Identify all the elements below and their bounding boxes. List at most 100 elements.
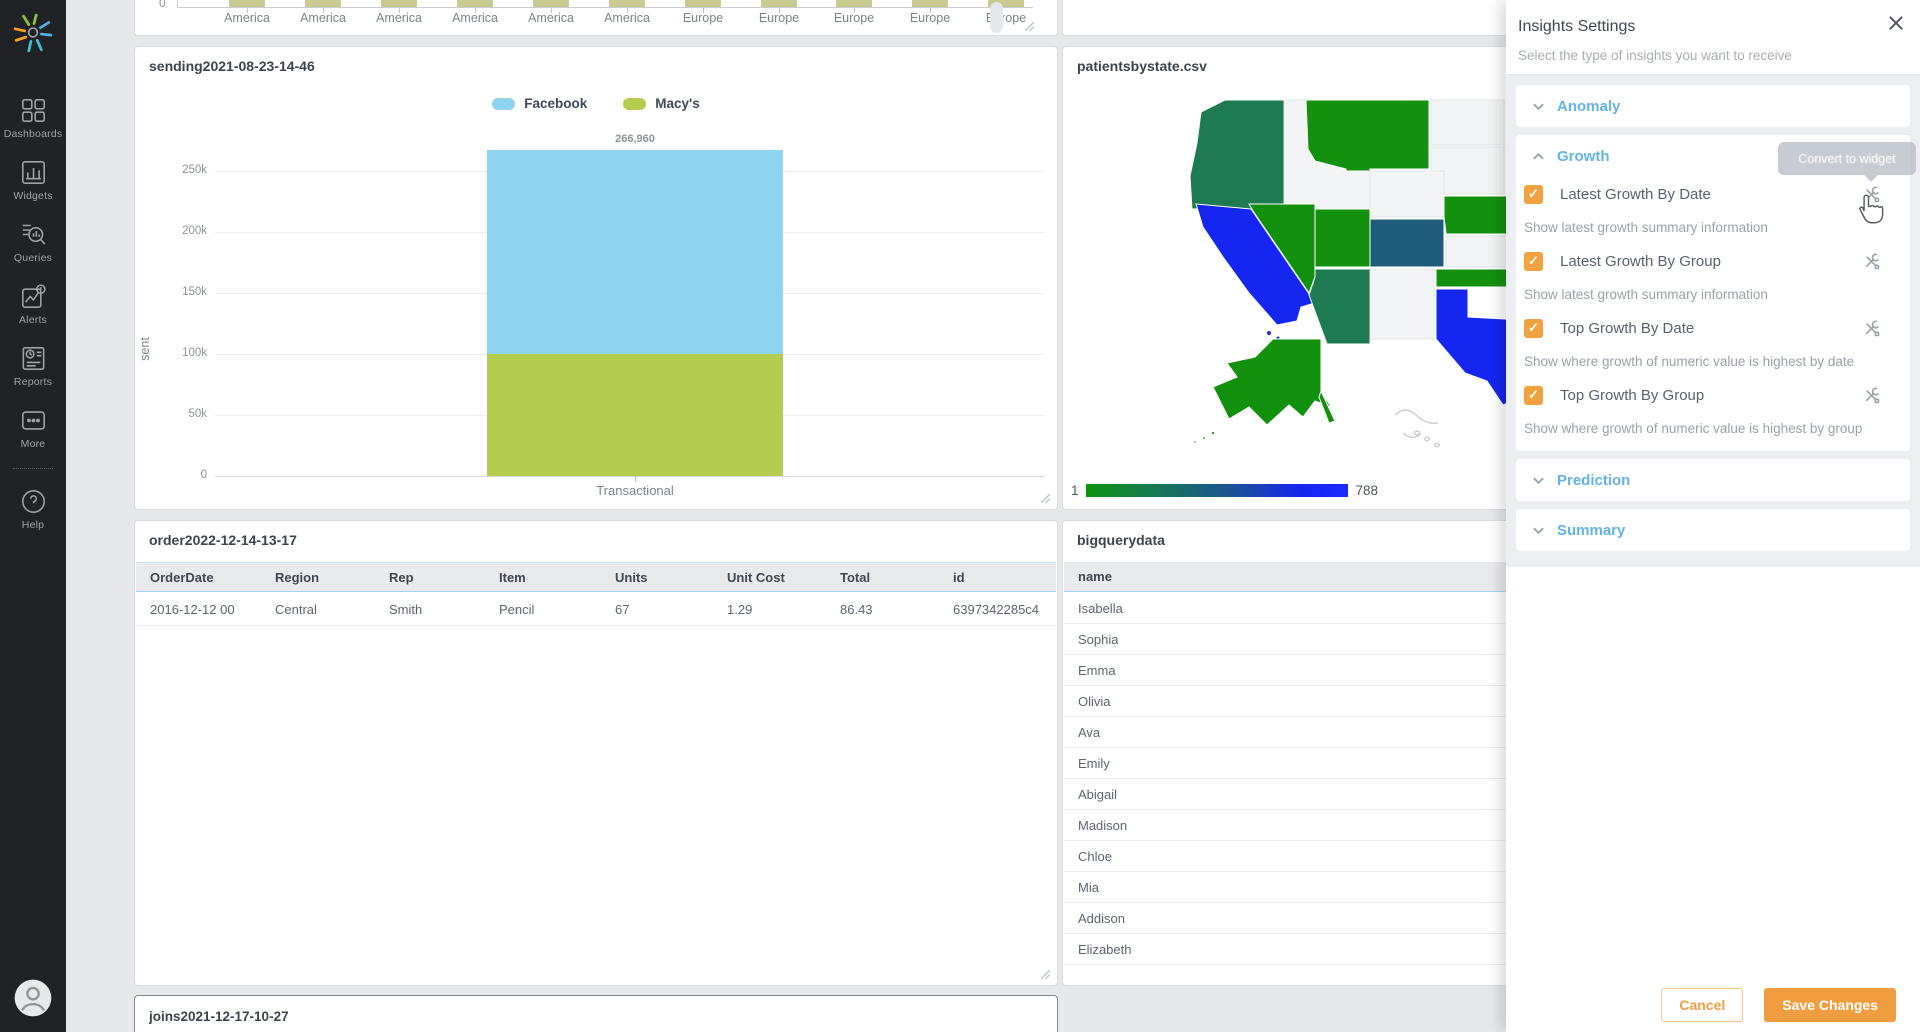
cell-name: Emily xyxy=(1078,755,1110,771)
widget-title: sending2021-08-23-14-46 xyxy=(149,58,315,74)
chevron-up-icon xyxy=(1533,152,1544,159)
tooltip-label: Convert to widget xyxy=(1798,151,1896,166)
checkbox-top-growth-by-group[interactable]: ✓ xyxy=(1524,385,1543,405)
sidebar-item-alerts[interactable]: Alerts xyxy=(0,274,66,336)
hawaii-and-annotation-squiggle xyxy=(1394,409,1440,448)
table-row: Abigail xyxy=(1064,779,1539,810)
bar-segment-facebook[interactable] xyxy=(487,150,783,354)
bar xyxy=(836,0,872,7)
bar xyxy=(609,0,645,7)
alerts-icon xyxy=(21,284,46,308)
checkbox-latest-growth-by-date[interactable]: ✓ xyxy=(1524,184,1543,204)
close-icon[interactable] xyxy=(1887,14,1905,32)
column-header[interactable]: Total xyxy=(840,569,871,585)
table-row: Chloe xyxy=(1064,841,1539,872)
map-color-scale: 1 788 xyxy=(1071,483,1378,498)
widget-title: bigquerydata xyxy=(1077,532,1165,548)
fading-tooltip: Convert to widget xyxy=(1778,142,1916,182)
section-label: Prediction xyxy=(1557,471,1631,489)
cell-name: Isabella xyxy=(1078,600,1123,616)
legend-item-macys[interactable]: Macy's xyxy=(623,96,700,111)
insight-option-label: Top Growth By Date xyxy=(1560,319,1695,337)
sidebar-item-label: Help xyxy=(21,519,45,531)
x-category-label: Transactional xyxy=(596,483,674,498)
sidebar: Dashboards Widgets Queries Alerts xyxy=(0,0,66,1032)
sidebar-item-label: Reports xyxy=(13,376,53,388)
help-icon xyxy=(21,490,45,513)
widget-top-partial-blank xyxy=(1062,0,1541,36)
y-tick: 250k xyxy=(182,164,207,176)
convert-insight-button[interactable] xyxy=(1863,387,1880,404)
sidebar-item-dashboards[interactable]: Dashboards xyxy=(0,88,66,150)
cell-id: 6397342285c4 xyxy=(953,601,1040,617)
panel-divider xyxy=(1506,74,1920,75)
widget-scrollbar[interactable] xyxy=(990,2,1003,33)
save-changes-button[interactable]: Save Changes xyxy=(1764,988,1896,1022)
sidebar-item-more[interactable]: More xyxy=(0,398,66,460)
panel-footer: Cancel Save Changes xyxy=(1661,988,1896,1022)
x-axis-label: America xyxy=(528,11,574,25)
section-summary-header[interactable]: Summary xyxy=(1516,509,1910,551)
convert-insight-button[interactable] xyxy=(1863,253,1880,270)
cell-unitcost: 1.29 xyxy=(727,601,753,617)
mini-x-axis xyxy=(177,7,1033,8)
y-tick: 150k xyxy=(182,286,207,298)
sidebar-item-queries[interactable]: Queries xyxy=(0,212,66,274)
legend-item-facebook[interactable]: Facebook xyxy=(492,96,587,111)
x-axis-label: Europe xyxy=(682,11,724,25)
bar xyxy=(305,0,341,7)
us-choropleth-map[interactable] xyxy=(1063,81,1541,453)
queries-icon xyxy=(22,224,45,245)
resize-handle-icon[interactable] xyxy=(1024,21,1035,32)
bar-segment-macys[interactable] xyxy=(487,354,783,476)
column-header[interactable]: Region xyxy=(275,569,320,585)
bar xyxy=(988,0,1024,7)
convert-insight-button[interactable] xyxy=(1863,320,1880,337)
column-header[interactable]: OrderDate xyxy=(150,569,214,585)
color-gradient-bar xyxy=(1085,484,1348,497)
checkbox-top-growth-by-date[interactable]: ✓ xyxy=(1524,318,1543,338)
section-prediction-header[interactable]: Prediction xyxy=(1516,459,1910,501)
cell-name: Olivia xyxy=(1078,693,1111,709)
bar-total-label: 266,960 xyxy=(615,133,655,145)
insight-option-description: Show where growth of numeric value is hi… xyxy=(1524,354,1855,369)
sidebar-nav: Dashboards Widgets Queries Alerts xyxy=(0,88,66,460)
cell-name: Elizabeth xyxy=(1078,941,1132,957)
y-tick: 0 xyxy=(200,469,207,481)
column-header[interactable]: Units xyxy=(615,569,648,585)
resize-handle-icon[interactable] xyxy=(1040,969,1051,980)
insight-option-row: ✓ Latest Growth By Date xyxy=(1516,177,1910,211)
column-header[interactable]: Item xyxy=(499,569,526,585)
macys-swatch-icon xyxy=(623,97,647,110)
column-header[interactable]: Unit Cost xyxy=(727,569,785,585)
section-anomaly-header[interactable]: Anomaly xyxy=(1516,85,1910,127)
checkbox-latest-growth-by-group[interactable]: ✓ xyxy=(1524,251,1543,271)
resize-handle-icon[interactable] xyxy=(1040,493,1051,504)
cancel-button[interactable]: Cancel xyxy=(1661,988,1744,1022)
sidebar-item-help[interactable]: Help xyxy=(0,479,66,541)
user-avatar[interactable] xyxy=(13,978,53,1018)
x-axis-label: Europe xyxy=(833,11,875,25)
cell-name: Mia xyxy=(1078,879,1099,895)
dashboard-canvas: 0 America America America America Americ… xyxy=(66,0,1920,1032)
section-growth-header[interactable]: Growth xyxy=(1516,135,1910,177)
y-tick: 200k xyxy=(182,225,207,237)
column-header[interactable]: name xyxy=(1078,569,1112,584)
widgets-icon xyxy=(21,161,45,184)
section-label: Summary xyxy=(1557,521,1626,539)
column-header[interactable]: id xyxy=(953,569,965,585)
section-prediction: Prediction xyxy=(1516,459,1910,501)
scale-max-label: 788 xyxy=(1355,483,1379,498)
sidebar-item-reports[interactable]: Reports xyxy=(0,336,66,398)
insights-settings-panel: Insights Settings Select the type of ins… xyxy=(1506,0,1920,1032)
sidebar-item-widgets[interactable]: Widgets xyxy=(0,150,66,212)
cell-units: 67 xyxy=(615,601,630,617)
section-label: Growth xyxy=(1557,147,1610,165)
x-axis-label: Europe xyxy=(758,11,800,25)
table-row: Elizabeth xyxy=(1064,934,1539,965)
avatar-icon xyxy=(14,979,52,1017)
widget-title: order2022-12-14-13-17 xyxy=(149,532,297,548)
app-logo-icon[interactable] xyxy=(12,12,54,54)
cell-name: Addison xyxy=(1078,910,1125,926)
column-header[interactable]: Rep xyxy=(389,569,414,585)
